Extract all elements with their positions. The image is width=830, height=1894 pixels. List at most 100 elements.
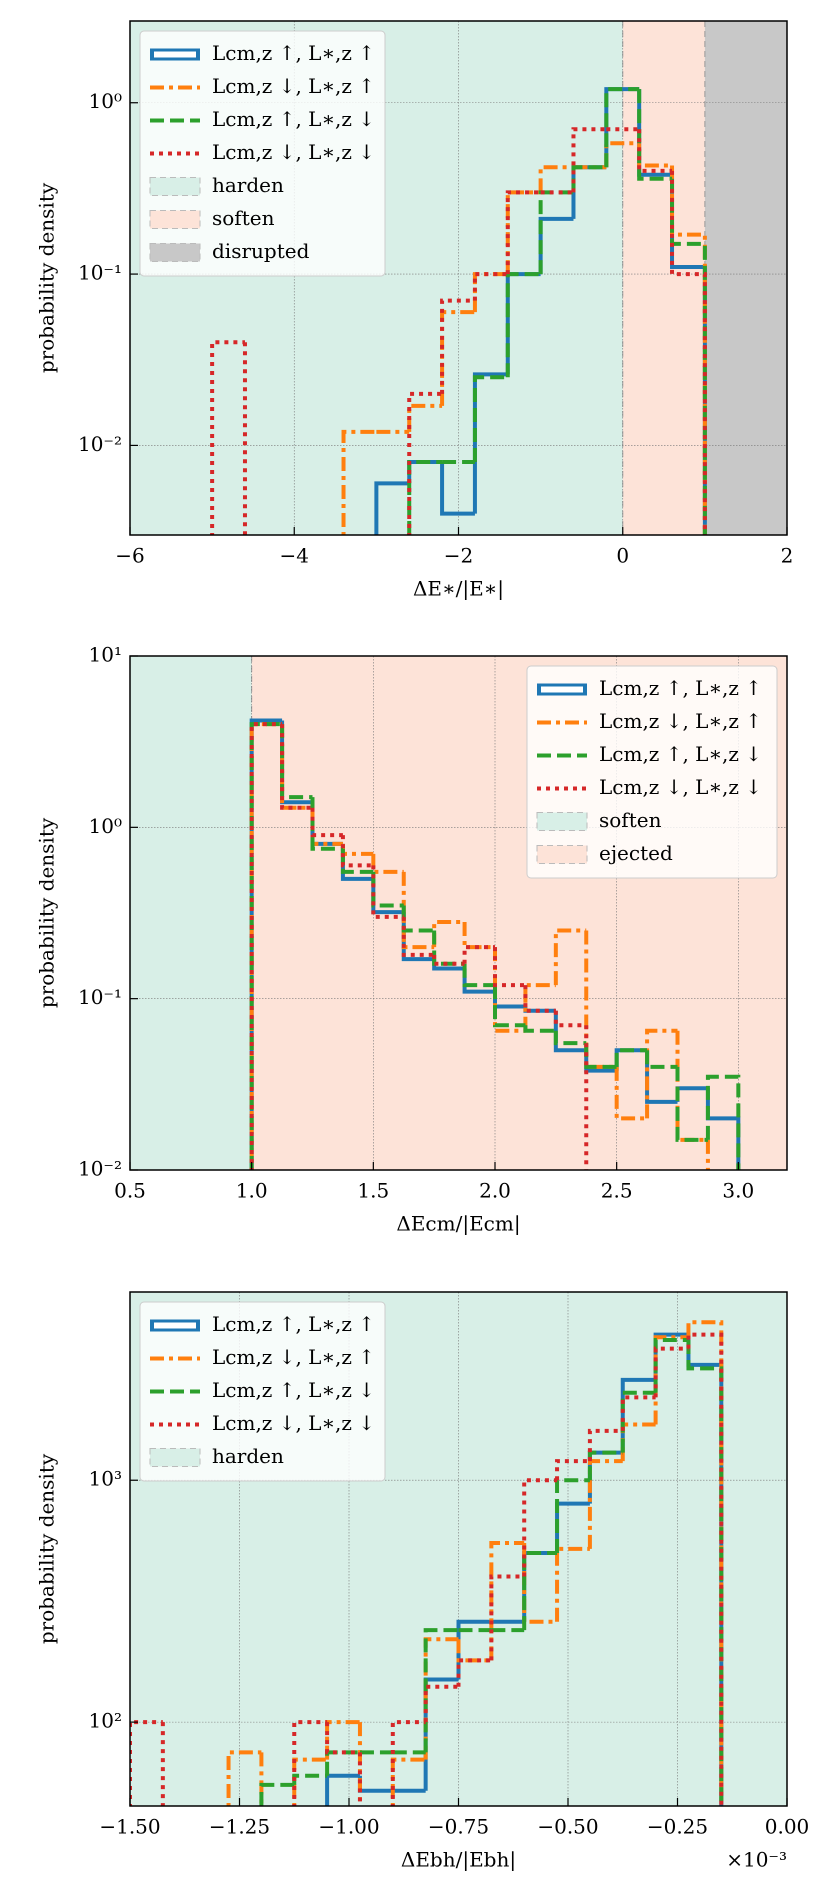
- legend: Lcm,z ↑, L∗,z ↑ Lcm,z ↓, L∗,z ↑ Lcm,z ↑, L…: [526, 665, 778, 879]
- legend-swatch: [536, 845, 588, 864]
- histogram-bin: [637, 129, 673, 173]
- histogram-bin: [653, 1346, 689, 1398]
- histogram-bin: [587, 1428, 623, 1462]
- histogram-bin: [456, 1658, 492, 1687]
- x-tick-label: −0.50: [537, 1815, 598, 1839]
- legend-label: disrupted: [212, 239, 310, 263]
- y-axis-label: probability density: [35, 182, 59, 373]
- legend-swatch-inner: [154, 1322, 196, 1329]
- y-tick-label: 10²: [89, 1709, 122, 1733]
- legend-swatch: [149, 1448, 201, 1467]
- x-tick-label: 0: [616, 544, 629, 568]
- histogram-bin: [587, 1450, 623, 1481]
- legend: Lcm,z ↑, L∗,z ↑ Lcm,z ↓, L∗,z ↑ Lcm,z ↑, L…: [139, 1301, 386, 1482]
- legend-swatch: [149, 177, 201, 196]
- histogram-bin: [553, 1030, 587, 1046]
- legend-label: soften: [212, 206, 275, 230]
- x-tick-label: −0.75: [428, 1815, 489, 1839]
- x-tick-label: 0.5: [114, 1179, 146, 1203]
- histogram-bin: [522, 1478, 558, 1577]
- histogram-bin: [341, 429, 377, 535]
- x-axis-label: ΔEcm/|Ecm|: [396, 1212, 520, 1237]
- histogram-bin: [538, 165, 574, 193]
- plot-frame: [129, 1291, 788, 1807]
- x-tick-label: 1.0: [236, 1179, 268, 1203]
- histogram-bin: [472, 272, 508, 301]
- histogram-bin: [462, 963, 495, 988]
- histogram-bin: [407, 403, 443, 432]
- y-tick-label: 10⁻²: [78, 432, 122, 456]
- panel: −1.50 −1.25 −1.00 −0.75 −0.50 −0.25 0.00 10² 10³…: [35, 1291, 810, 1873]
- histogram-bin: [493, 985, 526, 1028]
- histogram-bin: [620, 1395, 656, 1431]
- legend-swatch: [149, 210, 201, 229]
- histogram-bin: [371, 853, 404, 874]
- histogram-bin: [555, 1459, 590, 1481]
- legend: Lcm,z ↑, L∗,z ↑ Lcm,z ↓, L∗,z ↑ Lcm,z ↑, L…: [139, 30, 386, 277]
- histogram-bin: [522, 1551, 558, 1631]
- histogram-bin: [505, 190, 541, 275]
- histogram-bin: [686, 1332, 724, 1806]
- x-tick-label: −2: [444, 544, 473, 568]
- legend-frame: [526, 665, 778, 879]
- histogram-bin: [407, 391, 443, 535]
- legend-frame: [139, 1301, 386, 1482]
- histogram-bin: [571, 127, 607, 193]
- histogram-bin: [374, 481, 410, 535]
- legend-label: Lcm,z ↑, L∗,z ↓: [212, 107, 375, 131]
- histogram-bin: [489, 1574, 525, 1661]
- y-tick-label: 10⁰: [89, 89, 122, 113]
- histogram-bin: [249, 722, 283, 1170]
- histogram-bin: [310, 797, 343, 851]
- y-tick-label: 10⁻²: [78, 1157, 122, 1181]
- histogram-bin: [462, 945, 495, 964]
- histogram-bin: [584, 1043, 617, 1069]
- x-tick-label: 0.00: [765, 1815, 810, 1839]
- histogram-bin: [432, 954, 465, 966]
- histogram-bin: [620, 1390, 656, 1453]
- legend-label: Lcm,z ↑, L∗,z ↑: [599, 676, 762, 700]
- x-tick-label: −4: [280, 544, 309, 568]
- x-tick-label: 2.5: [601, 1179, 633, 1203]
- histogram-bin: [675, 1066, 708, 1142]
- histogram-bin: [456, 1639, 492, 1663]
- histogram-bin: [440, 298, 475, 394]
- histogram-bin: [401, 905, 435, 933]
- plot-frame: [129, 655, 788, 1171]
- histogram-bin: [280, 724, 313, 810]
- x-axis-label: ΔE∗/|E∗|: [413, 577, 504, 602]
- legend-label: harden: [212, 173, 284, 197]
- legend-swatch-inner: [154, 51, 196, 58]
- x-tick-label: 2.0: [479, 1179, 511, 1203]
- plot-frame: [129, 20, 788, 536]
- legend-label: soften: [599, 808, 662, 832]
- panel: 0.5 1.0 1.5 2.0 2.5 3.0 10⁻² 10⁻¹ 10⁰ 10¹ ΔEcm/|Ec…: [35, 643, 788, 1237]
- legend-label: Lcm,z ↑, L∗,z ↑: [212, 41, 375, 65]
- x-tick-label: −0.25: [647, 1815, 708, 1839]
- legend-frame: [139, 30, 386, 277]
- x-tick-label: 3.0: [722, 1179, 754, 1203]
- histogram-bin: [280, 724, 313, 810]
- x-offset-label: ×10⁻³: [726, 1848, 787, 1872]
- legend-label: Lcm,z ↓, L∗,z ↑: [212, 1345, 375, 1369]
- legend-swatch: [149, 243, 201, 262]
- histogram-bin: [423, 1684, 459, 1723]
- x-tick-label: 2: [781, 544, 794, 568]
- histogram-bin: [637, 89, 673, 181]
- histogram-bin: [645, 1050, 678, 1069]
- region: [704, 21, 787, 535]
- x-tick-label: −1.25: [209, 1815, 270, 1839]
- histogram-bin: [340, 835, 374, 868]
- legend-swatch: [536, 812, 588, 831]
- histogram-bin: [472, 375, 508, 463]
- histogram-bin: [440, 462, 475, 516]
- legend-label: Lcm,z ↓, L∗,z ↑: [212, 74, 375, 98]
- legend-swatch-inner: [541, 686, 583, 693]
- y-tick-label: 10⁻¹: [78, 985, 122, 1009]
- x-tick-label: −1.50: [99, 1815, 160, 1839]
- legend-label: Lcm,z ↑, L∗,z ↓: [599, 742, 762, 766]
- histogram-bin: [523, 985, 556, 1013]
- y-axis-label: probability density: [35, 817, 59, 1008]
- histogram-bin: [226, 1750, 262, 1806]
- histogram-bin: [310, 807, 343, 838]
